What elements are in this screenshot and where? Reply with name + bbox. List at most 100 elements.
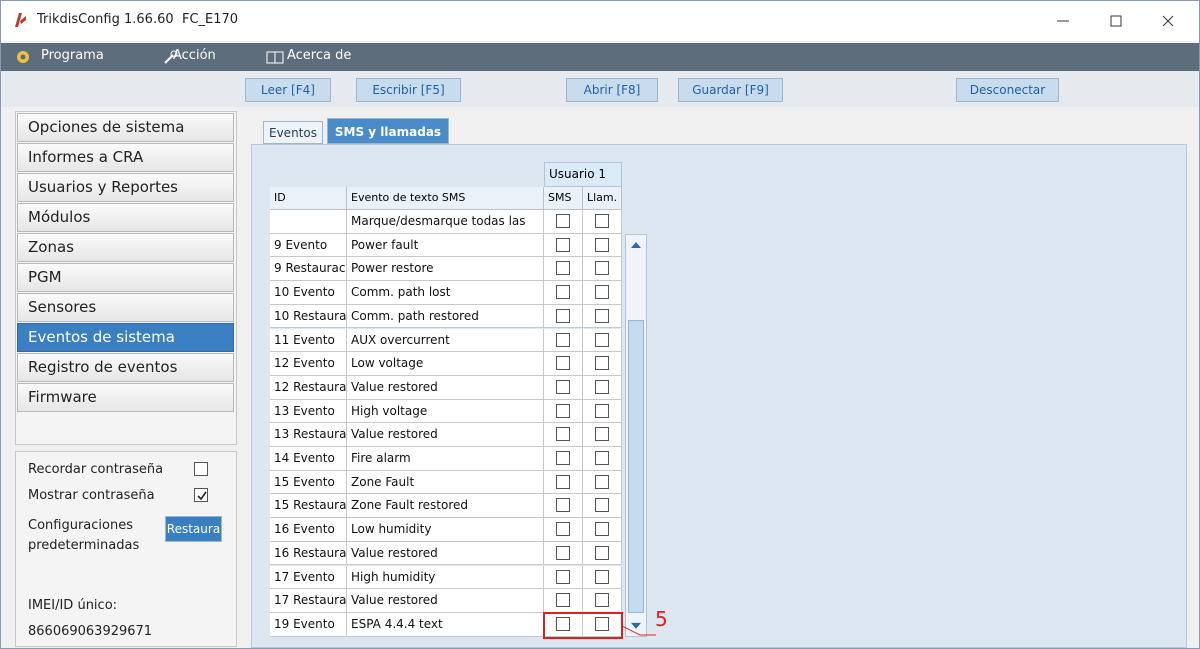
checkbox[interactable] bbox=[594, 498, 609, 513]
checkbox[interactable] bbox=[555, 616, 570, 631]
event-cell: Value restored bbox=[347, 541, 544, 566]
toolbar: Leer [F4] Escribir [F5] Abrir [F8] Guard… bbox=[1, 71, 1199, 107]
checkbox[interactable] bbox=[594, 214, 609, 228]
checkbox[interactable] bbox=[555, 451, 570, 465]
restore-button[interactable]: Restaura bbox=[165, 516, 222, 542]
id-cell: 12 Restaura bbox=[270, 375, 347, 400]
id-cell: 10 Restaura bbox=[270, 304, 347, 329]
save-button[interactable]: Guardar [F9] bbox=[678, 78, 783, 102]
event-cell: High voltage bbox=[347, 399, 544, 424]
checkbox[interactable] bbox=[555, 498, 570, 513]
check-cell bbox=[544, 399, 583, 424]
remember-label: Recordar contraseña bbox=[28, 462, 164, 477]
id-cell: 11 Evento bbox=[270, 328, 347, 353]
check-cell bbox=[544, 541, 583, 566]
checkbox[interactable] bbox=[594, 451, 609, 465]
checkbox[interactable] bbox=[594, 308, 609, 323]
checkbox[interactable] bbox=[594, 379, 609, 394]
checkbox[interactable] bbox=[555, 379, 570, 394]
checkbox[interactable] bbox=[594, 403, 609, 418]
checkbox[interactable] bbox=[594, 356, 609, 371]
annotation-line bbox=[622, 625, 656, 636]
check-cell bbox=[544, 304, 583, 329]
write-button[interactable]: Escribir [F5] bbox=[356, 78, 461, 102]
nav-item[interactable]: Opciones de sistema bbox=[17, 113, 234, 142]
checkbox[interactable] bbox=[594, 261, 609, 276]
app-title: TrikdisConfig 1.66.60 bbox=[37, 12, 174, 27]
event-cell: ESPA 4.4.4 text bbox=[347, 612, 544, 637]
menu-item[interactable]: Programa bbox=[41, 48, 104, 63]
checkbox[interactable] bbox=[555, 403, 570, 418]
remember-checkbox[interactable] bbox=[194, 462, 208, 476]
checkbox[interactable] bbox=[594, 474, 609, 489]
checkbox[interactable] bbox=[555, 285, 570, 300]
checkbox[interactable] bbox=[594, 237, 609, 252]
menu-item[interactable]: Acerca de bbox=[287, 48, 352, 63]
check-cell bbox=[583, 541, 622, 566]
read-button[interactable]: Leer [F4] bbox=[245, 78, 331, 102]
open-button[interactable]: Abrir [F8] bbox=[566, 78, 658, 102]
column-header: Llam. bbox=[583, 187, 622, 210]
checkbox[interactable] bbox=[555, 332, 570, 347]
checkbox[interactable] bbox=[594, 285, 609, 300]
scroll-arrows[interactable] bbox=[630, 240, 642, 635]
nav-panel: Opciones de sistema Informes a CRA Usuario… bbox=[15, 111, 237, 445]
checkbox[interactable] bbox=[555, 593, 570, 608]
nav-item[interactable]: Zonas bbox=[17, 233, 234, 262]
check-cell bbox=[583, 352, 622, 376]
event-cell: AUX overcurrent bbox=[347, 328, 544, 353]
checkbox[interactable] bbox=[555, 474, 570, 489]
select-all-cell: Marque/desmarque todas las bbox=[347, 210, 544, 234]
group-header: Usuario 1 bbox=[544, 162, 622, 187]
checkbox[interactable] bbox=[594, 545, 609, 560]
app-icon bbox=[15, 13, 26, 27]
nav-item[interactable]: Registro de eventos bbox=[17, 353, 234, 382]
scrollbar[interactable] bbox=[625, 233, 647, 637]
id-cell bbox=[270, 210, 347, 234]
menu-item[interactable]: Acción bbox=[173, 48, 216, 63]
checkbox[interactable] bbox=[555, 237, 570, 252]
nav-item[interactable]: Usuarios y Reportes bbox=[17, 173, 234, 202]
checkbox[interactable] bbox=[594, 569, 609, 584]
checkbox[interactable] bbox=[594, 593, 609, 608]
window-controls[interactable] bbox=[1051, 13, 1191, 29]
disconnect-button[interactable]: Desconectar bbox=[956, 78, 1059, 102]
nav-item[interactable]: PGM bbox=[17, 263, 234, 292]
check-cell bbox=[583, 589, 622, 613]
id-cell: 16 Evento bbox=[270, 518, 347, 542]
checkbox[interactable] bbox=[555, 356, 570, 371]
settings-panel: Recordar contraseña Mostrar contraseña C… bbox=[15, 451, 237, 647]
nav-item[interactable]: Firmware bbox=[17, 383, 234, 412]
tab[interactable]: SMS y llamadas bbox=[327, 118, 449, 144]
nav-item[interactable]: Módulos bbox=[17, 203, 234, 232]
check-cell bbox=[583, 612, 622, 637]
checkbox[interactable] bbox=[594, 522, 609, 537]
checkbox[interactable] bbox=[594, 427, 609, 442]
event-cell: Low voltage bbox=[347, 352, 544, 376]
checkbox[interactable] bbox=[555, 569, 570, 584]
checkbox[interactable] bbox=[555, 261, 570, 276]
nav-item[interactable]: Informes a CRA bbox=[17, 143, 234, 172]
nav-item[interactable]: Eventos de sistema bbox=[17, 323, 234, 352]
check-cell bbox=[544, 470, 583, 495]
event-cell: Low humidity bbox=[347, 518, 544, 542]
check-cell bbox=[583, 281, 622, 305]
checkbox[interactable] bbox=[555, 545, 570, 560]
id-cell: 9 Evento bbox=[270, 233, 347, 258]
show-checkbox[interactable] bbox=[194, 488, 208, 502]
scroll-thumb[interactable] bbox=[628, 319, 644, 613]
checkbox[interactable] bbox=[594, 616, 609, 631]
event-cell: Fire alarm bbox=[347, 447, 544, 471]
checkbox[interactable] bbox=[555, 308, 570, 323]
check-cell bbox=[583, 565, 622, 590]
checkbox[interactable] bbox=[555, 214, 570, 228]
nav-item[interactable]: Sensores bbox=[17, 293, 234, 322]
check-cell bbox=[583, 518, 622, 542]
event-cell: Zone Fault bbox=[347, 470, 544, 495]
checkbox[interactable] bbox=[555, 427, 570, 442]
event-cell: Power fault bbox=[347, 233, 544, 258]
check-cell bbox=[544, 352, 583, 376]
checkbox[interactable] bbox=[594, 332, 609, 347]
checkbox[interactable] bbox=[555, 522, 570, 537]
tab[interactable]: Eventos bbox=[263, 121, 323, 144]
